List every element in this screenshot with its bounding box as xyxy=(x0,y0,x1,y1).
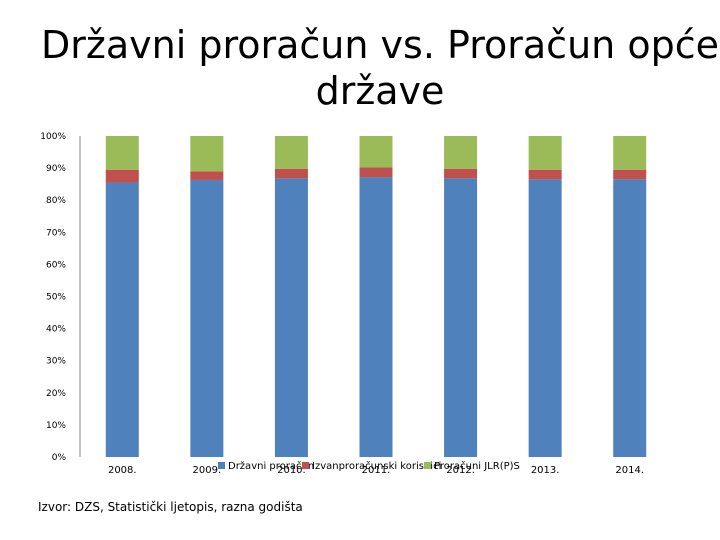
x-tick-label: 2012. xyxy=(446,465,475,476)
x-tick-label: 2014. xyxy=(615,465,644,476)
bar-segment-2 xyxy=(528,169,562,180)
x-tick-label: 2009. xyxy=(193,465,222,476)
x-tick-label: 2010. xyxy=(277,465,306,476)
y-tick-label: 10% xyxy=(46,421,66,431)
bar-segment-1 xyxy=(444,178,478,457)
x-tick-label: 2011. xyxy=(362,465,391,476)
bar-segment-3 xyxy=(105,136,139,170)
legend-label: Izvanproračunski korisnici xyxy=(312,460,441,472)
bars xyxy=(105,136,647,458)
bar-segment-2 xyxy=(613,169,647,180)
y-tick-label: 0% xyxy=(52,453,67,463)
x-axis-labels: 2008. 2009. 2010. 2011. 2012. 2013. 2014. xyxy=(108,465,644,476)
y-tick-label: 50% xyxy=(46,293,66,303)
bar-segment-3 xyxy=(359,136,393,168)
bar-segment-3 xyxy=(444,136,478,169)
bar-segment-2 xyxy=(274,168,308,179)
bar-segment-1 xyxy=(613,179,647,457)
bar-segment-3 xyxy=(613,136,647,170)
bar-segment-3 xyxy=(190,136,224,172)
bar-segment-2 xyxy=(190,171,224,180)
y-tick-label: 70% xyxy=(46,228,66,238)
bar-segment-1 xyxy=(359,177,393,457)
legend-swatch xyxy=(218,462,225,469)
y-tick-label: 20% xyxy=(46,389,66,399)
legend-label: Državni proračun xyxy=(228,460,314,472)
legend-swatch xyxy=(302,462,309,469)
x-tick-label: 2008. xyxy=(108,465,137,476)
y-axis: 0% 10% 20% 30% 40% 50% 60% 70% 80% 90% 100% xyxy=(40,132,81,463)
bar-segment-3 xyxy=(274,136,308,169)
y-tick-label: 40% xyxy=(46,325,66,335)
chart-title: Državni proračun vs. Proračun opće držav… xyxy=(41,23,719,113)
legend-label: Proračuni JLR(P)S xyxy=(434,460,520,472)
source-note: Izvor: DZS, Statistički ljetopis, razna … xyxy=(38,500,303,514)
y-tick-label: 90% xyxy=(46,164,66,174)
y-tick-label: 30% xyxy=(46,357,66,367)
bar-segment-2 xyxy=(359,167,393,178)
y-tick-label: 80% xyxy=(46,196,66,206)
y-tick-label: 60% xyxy=(46,260,66,270)
x-tick-label: 2013. xyxy=(531,465,560,476)
y-tick-label: 100% xyxy=(40,132,66,142)
bar-segment-1 xyxy=(528,179,562,457)
bar-segment-2 xyxy=(444,168,478,179)
bar-segment-3 xyxy=(528,136,562,170)
bar-segment-1 xyxy=(105,182,139,458)
bar-segment-1 xyxy=(190,179,224,458)
bar-segment-1 xyxy=(274,178,308,457)
bar-segment-2 xyxy=(105,169,139,183)
legend-swatch xyxy=(424,462,431,469)
